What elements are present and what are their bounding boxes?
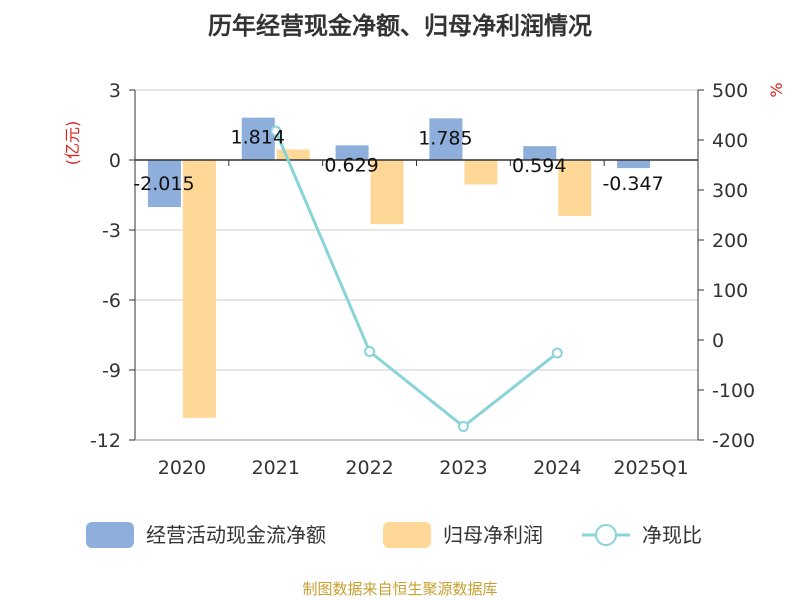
cashflow-bar: [147, 160, 181, 208]
right-axis-unit: %: [767, 82, 786, 97]
category-label: 2023: [439, 457, 487, 479]
legend-swatch-net-profit: [383, 522, 431, 548]
right-tick-label: 0: [712, 330, 724, 352]
cashflow-bar: [335, 145, 369, 160]
cashflow-bar: [241, 117, 275, 160]
left-tick-label: -9: [102, 360, 121, 382]
right-tick-label: 300: [712, 180, 748, 202]
net-profit-bar: [464, 160, 498, 185]
category-label: 2024: [533, 457, 581, 479]
ratio-line: [270, 125, 563, 432]
left-axis-unit: (亿元): [63, 121, 82, 166]
grid-lines: [135, 89, 698, 441]
ratio-point: [457, 421, 469, 432]
left-tick-label: -3: [102, 220, 121, 242]
right-tick-label: 200: [712, 230, 748, 252]
ratio-point: [551, 347, 563, 359]
legend-label-cashflow: 经营活动现金流净额: [146, 523, 326, 547]
left-tick-label: -12: [90, 430, 121, 452]
left-tick-label: -6: [102, 290, 121, 312]
net-profit-bar: [276, 149, 310, 160]
cashflow-value-label: 0.629: [324, 154, 378, 176]
left-tick-label: 0: [109, 150, 121, 172]
cashflow-bar: [429, 118, 463, 160]
legend-swatch-cashflow: [86, 522, 134, 548]
source-note: 制图数据来自恒生聚源数据库: [302, 580, 498, 598]
cashflow-value-label: -2.015: [133, 173, 194, 195]
cashflow-value-label: 0.594: [512, 155, 566, 177]
net-profit-bar: [370, 160, 404, 225]
chart-title: 历年经营现金净额、归母净利润情况: [208, 12, 592, 40]
cashflow-bar: [523, 146, 557, 160]
net-profit-bar: [558, 160, 592, 216]
legend: 经营活动现金流净额 归母净利润 净现比: [86, 522, 702, 548]
right-tick-label: 400: [712, 130, 748, 152]
right-tick-label: 100: [712, 280, 748, 302]
ratio-point: [270, 125, 282, 137]
category-label: 2025Q1: [613, 457, 688, 479]
category-label: 2020: [158, 457, 206, 479]
category-label: 2021: [252, 457, 300, 479]
cashflow-value-label: -0.347: [602, 173, 663, 195]
category-label: 2022: [345, 457, 393, 479]
right-tick-label: -100: [712, 380, 755, 402]
left-tick-label: 3: [109, 80, 121, 102]
legend-label-net-profit: 归母净利润: [443, 523, 543, 547]
bars: [147, 117, 651, 418]
right-tick-label: 500: [712, 80, 748, 102]
axes: 3 0 -3 -6 -9 -12 500 400 300 200 100 0 -100 -200 (亿元)%…: [63, 80, 786, 479]
legend-swatch-ratio-marker: [595, 524, 617, 546]
cashflow-value-label: 1.785: [418, 127, 472, 149]
ratio-polyline: [274, 130, 559, 429]
cashflow-value-label: 1.814: [231, 127, 285, 149]
right-tick-label: -200: [712, 430, 755, 452]
net-profit-bar: [182, 160, 216, 418]
legend-label-ratio: 净现比: [642, 523, 702, 547]
data-labels: -2.015 1.814 0.629 1.785 0.594 -0.347: [133, 127, 663, 195]
ratio-point: [364, 346, 376, 357]
cashflow-bar: [617, 160, 651, 169]
